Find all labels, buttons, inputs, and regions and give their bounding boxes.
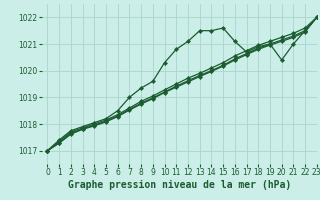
X-axis label: Graphe pression niveau de la mer (hPa): Graphe pression niveau de la mer (hPa) [68,180,291,190]
